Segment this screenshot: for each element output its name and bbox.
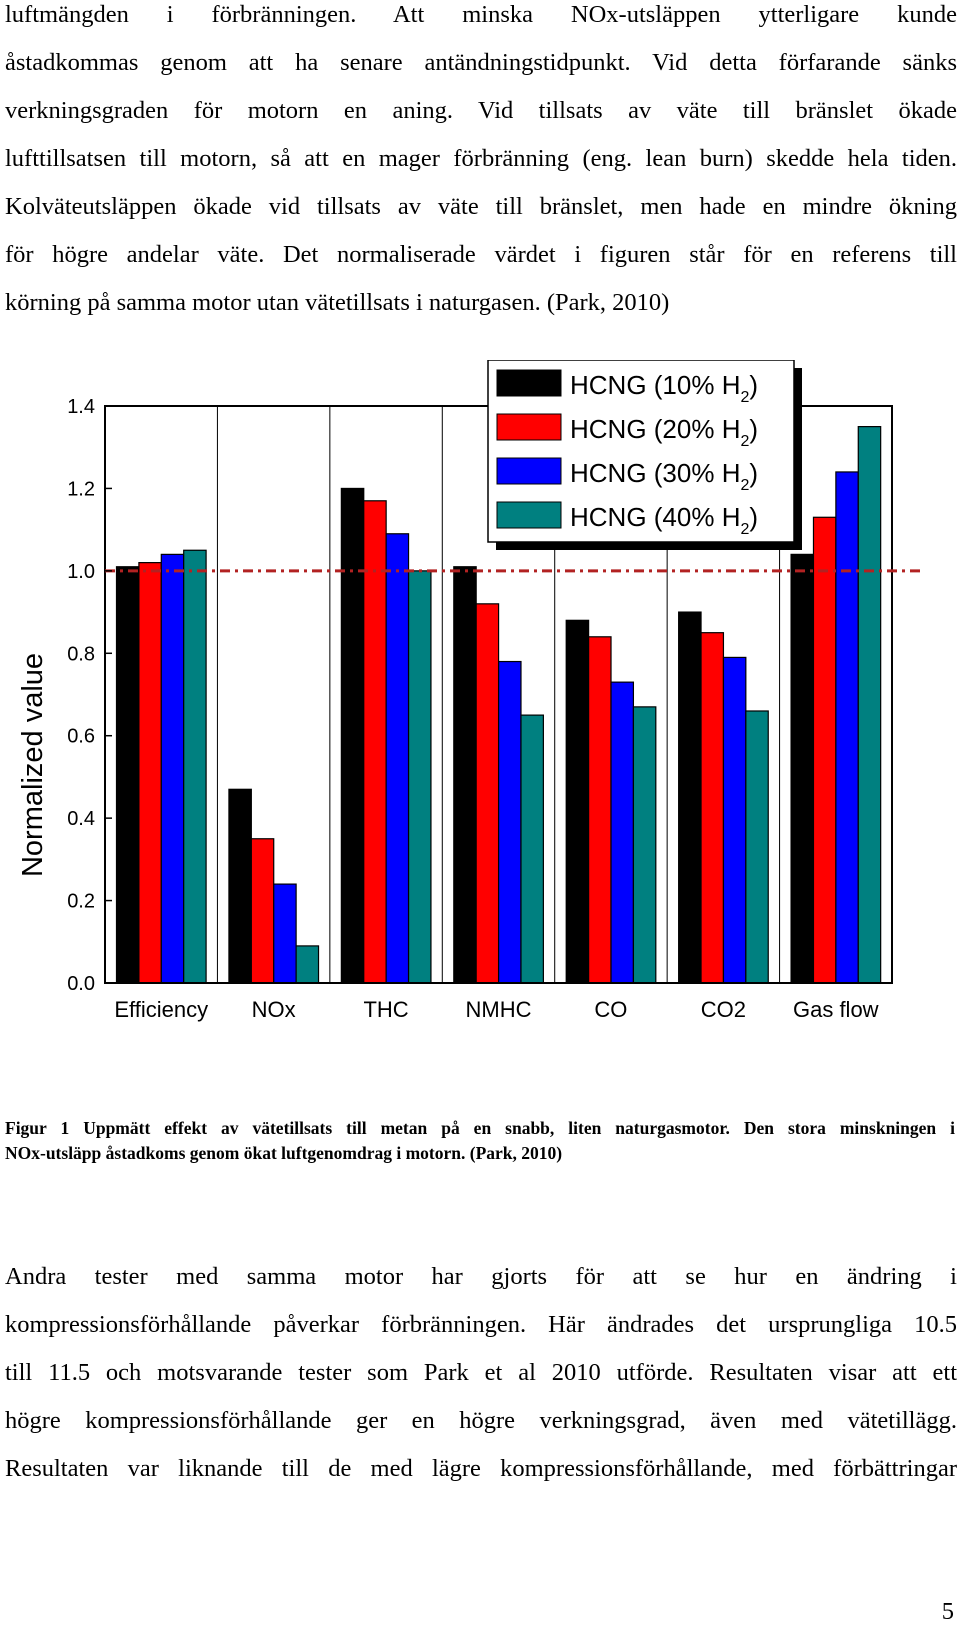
text-line: verkningsgraden för motorn en aning. Vid… [5, 97, 957, 124]
text-line: Resultaten var liknande till de med lägr… [5, 1455, 957, 1482]
caption-line: NOx-utsläpp åstadkoms genom ökat luftgen… [5, 1143, 563, 1163]
page-number: 5 [941, 1598, 954, 1625]
text-line: för högre andelar väte. Det normaliserad… [5, 241, 957, 268]
bar-efficiency-series-3 [160, 553, 185, 984]
text-line: körning på samma motor utan vätetillsats… [5, 289, 670, 316]
bar-co-series-4 [632, 706, 657, 984]
text-line: åstadkommas genom att ha senare antändni… [5, 49, 957, 76]
bar-nox-series-3 [273, 883, 297, 984]
legend-label: HCNG (20% H2) [570, 414, 758, 450]
x-tick-label: Efficiency [114, 997, 208, 1022]
x-tick-labels: Efficiency NOx THC NMHC CO CO2 Gas flow [114, 997, 878, 1022]
chart-bars [115, 426, 882, 984]
bar-efficiency-series-4 [183, 549, 207, 984]
y-tick-label: 0.2 [67, 891, 95, 913]
x-tick-label: Gas flow [793, 997, 879, 1022]
bar-nmhc-series-2 [475, 603, 500, 984]
y-tick-label: 0.6 [67, 726, 95, 748]
legend-label: HCNG (10% H2) [570, 370, 758, 406]
y-tick-labels: 0.0 0.2 0.4 0.6 0.8 1.0 1.2 1.4 [67, 396, 112, 995]
x-tick-label: NMHC [466, 997, 532, 1022]
y-tick-label: 0.4 [67, 808, 95, 830]
legend-swatch [496, 501, 562, 529]
bar-nmhc-series-4 [520, 714, 544, 984]
bar-efficiency-series-1 [115, 566, 140, 984]
y-tick-label: 0.0 [67, 973, 95, 995]
bar-co2-series-2 [700, 632, 725, 984]
x-tick-label: THC [363, 997, 408, 1022]
text-line: luftmängden i förbränningen. Att minska … [5, 1, 957, 28]
legend-swatch [496, 457, 562, 485]
bar-nmhc-series-1 [453, 566, 477, 984]
bar-co2-series-1 [678, 611, 702, 984]
chart-legend: HCNG (10% H2) HCNG (20% H2) HCNG (30% H2) H… [487, 360, 802, 550]
bar-thc-series-2 [363, 500, 387, 984]
bar-co2-series-4 [745, 710, 769, 984]
bar-thc-series-3 [385, 533, 410, 984]
bar-co2-series-3 [722, 656, 747, 984]
bar-gas-flow-series-4 [857, 426, 882, 984]
bar-nmhc-series-3 [497, 660, 522, 984]
y-tick-label: 1.4 [67, 396, 95, 418]
bar-efficiency-series-2 [138, 562, 162, 984]
bar-gas-flow-series-2 [812, 516, 837, 984]
x-tick-label: CO [594, 997, 627, 1022]
x-tick-label: NOx [252, 997, 296, 1022]
bar-co-series-1 [565, 619, 590, 984]
bar-co-series-2 [588, 636, 612, 984]
paragraph-2: Andra tester med samma motor har gjorts … [5, 1253, 957, 1493]
bar-nox-series-2 [250, 838, 275, 984]
paragraph-1: luftmängden i förbränningen. Att minska … [5, 0, 957, 327]
legend-swatch [496, 369, 562, 397]
figure-caption: Figur 1 Uppmätt effekt av vätetillsats t… [5, 1116, 955, 1166]
y-axis-label: Normalized value [17, 653, 49, 877]
text-line: kompressionsförhållande påverkar förbrän… [5, 1311, 957, 1338]
bar-co-series-3 [610, 681, 635, 984]
text-line: till 11.5 och motsvarande tester som Par… [5, 1359, 957, 1386]
bar-nox-series-4 [295, 945, 320, 984]
legend-label: HCNG (40% H2) [570, 502, 758, 538]
bar-thc-series-4 [407, 570, 432, 984]
text-line: lufttillsatsen till motorn, så att en ma… [5, 145, 957, 172]
legend-swatch [496, 413, 562, 441]
text-line: högre kompressionsförhållande ger en hög… [5, 1407, 957, 1434]
y-tick-label: 1.2 [67, 478, 95, 500]
bar-gas-flow-series-3 [835, 471, 859, 984]
bar-nox-series-1 [228, 788, 252, 984]
caption-line: Figur 1 Uppmätt effekt av vätetillsats t… [5, 1118, 955, 1138]
text-line: Andra tester med samma motor har gjorts … [5, 1263, 957, 1290]
bar-chart: 0.0 0.2 0.4 0.6 0.8 1.0 1.2 1.4 Efficiency NOx TH… [17, 360, 922, 1022]
legend-label: HCNG (30% H2) [570, 458, 758, 494]
bar-gas-flow-series-1 [790, 553, 815, 984]
x-tick-label: CO2 [701, 997, 746, 1022]
y-tick-label: 0.8 [67, 643, 95, 665]
text-line: Kolväteutsläppen ökade vid tillsats av v… [5, 193, 957, 220]
y-tick-label: 1.0 [67, 561, 95, 583]
bar-thc-series-1 [340, 487, 365, 984]
